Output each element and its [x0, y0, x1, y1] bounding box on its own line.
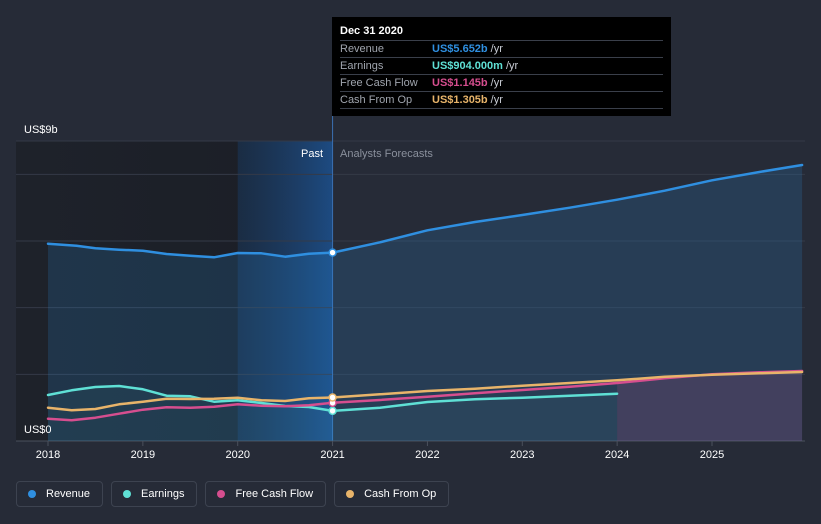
free-cash-flow-line: [46, 369, 804, 422]
tooltip-earnings-unit: /yr: [505, 60, 519, 72]
x-tick-label-2023: 2023: [510, 449, 534, 461]
earnings-dot-icon: [123, 490, 132, 498]
revenue-area: [48, 165, 803, 441]
past-label: Past: [301, 148, 323, 160]
earnings-line: [46, 384, 619, 413]
x-tick-label-2021: 2021: [320, 449, 344, 461]
tooltip-cfo-value: US$1.305b: [432, 94, 488, 106]
x-tick-label-2025: 2025: [700, 449, 724, 461]
tooltip-fcf-value: US$1.145b: [432, 77, 488, 89]
legend-item-revenue[interactable]: Revenue: [16, 481, 104, 507]
tooltip-revenue-unit: /yr: [490, 43, 503, 55]
tooltip-row-cfo: Cash From Op US$1.305b /yr: [340, 91, 663, 109]
earnings-point: [328, 406, 337, 416]
y-axis-top-label: US$9b: [24, 124, 58, 136]
x-tick-label-2018: 2018: [36, 449, 60, 461]
legend-label-cash-from-op: Cash From Op: [364, 488, 437, 500]
tooltip-cfo-unit: /yr: [490, 94, 503, 106]
legend-label-earnings: Earnings: [141, 488, 185, 500]
x-tick-label-2019: 2019: [131, 449, 155, 461]
revenue-line: [46, 163, 804, 259]
legend-label-revenue: Revenue: [46, 488, 91, 500]
cash-from-op-line: [46, 370, 804, 412]
legend: Revenue Earnings Free Cash Flow Cash Fro…: [16, 481, 450, 507]
legend-item-free-cash-flow[interactable]: Free Cash Flow: [205, 481, 327, 507]
tooltip-fcf-name: Free Cash Flow: [340, 77, 418, 89]
cash-from-op-point: [328, 393, 337, 402]
y-axis-bottom-label: US$0: [24, 424, 52, 436]
tooltip-cfo-name: Cash From Op: [340, 94, 413, 106]
revenue-dot-icon: [28, 490, 36, 498]
forecast-label: Analysts Forecasts: [340, 148, 433, 160]
tooltip-row-fcf: Free Cash Flow US$1.145b /yr: [340, 74, 663, 91]
tooltip-revenue-name: Revenue: [340, 43, 385, 55]
highlight-region-shade: [237, 141, 333, 441]
free-cash-flow-area: [617, 371, 803, 441]
tooltip-row-revenue: Revenue US$5.652b /yr: [340, 40, 663, 57]
tooltip-row-earnings: Earnings US$904.000m /yr: [340, 57, 663, 74]
legend-item-earnings[interactable]: Earnings: [111, 481, 198, 507]
x-tick-label-2020: 2020: [225, 449, 249, 461]
revenue-point: [328, 248, 337, 257]
tooltip-date: Dec 31 2020: [340, 25, 403, 37]
x-tick-label-2022: 2022: [415, 449, 439, 461]
cash-from-op-dot-icon: [346, 490, 355, 498]
legend-label-free-cash-flow: Free Cash Flow: [235, 488, 314, 500]
free-cash-flow-dot-icon: [217, 490, 226, 498]
tooltip: Dec 31 2020 Revenue US$5.652b /yr Earnin…: [332, 17, 671, 116]
tooltip-revenue-value: US$5.652b: [432, 43, 488, 55]
legend-item-cash-from-op[interactable]: Cash From Op: [334, 481, 450, 507]
tooltip-fcf-unit: /yr: [490, 77, 503, 89]
tooltip-earnings-name: Earnings: [340, 60, 384, 72]
tooltip-earnings-value: US$904.000m: [432, 60, 503, 72]
x-tick-label-2024: 2024: [605, 449, 629, 461]
